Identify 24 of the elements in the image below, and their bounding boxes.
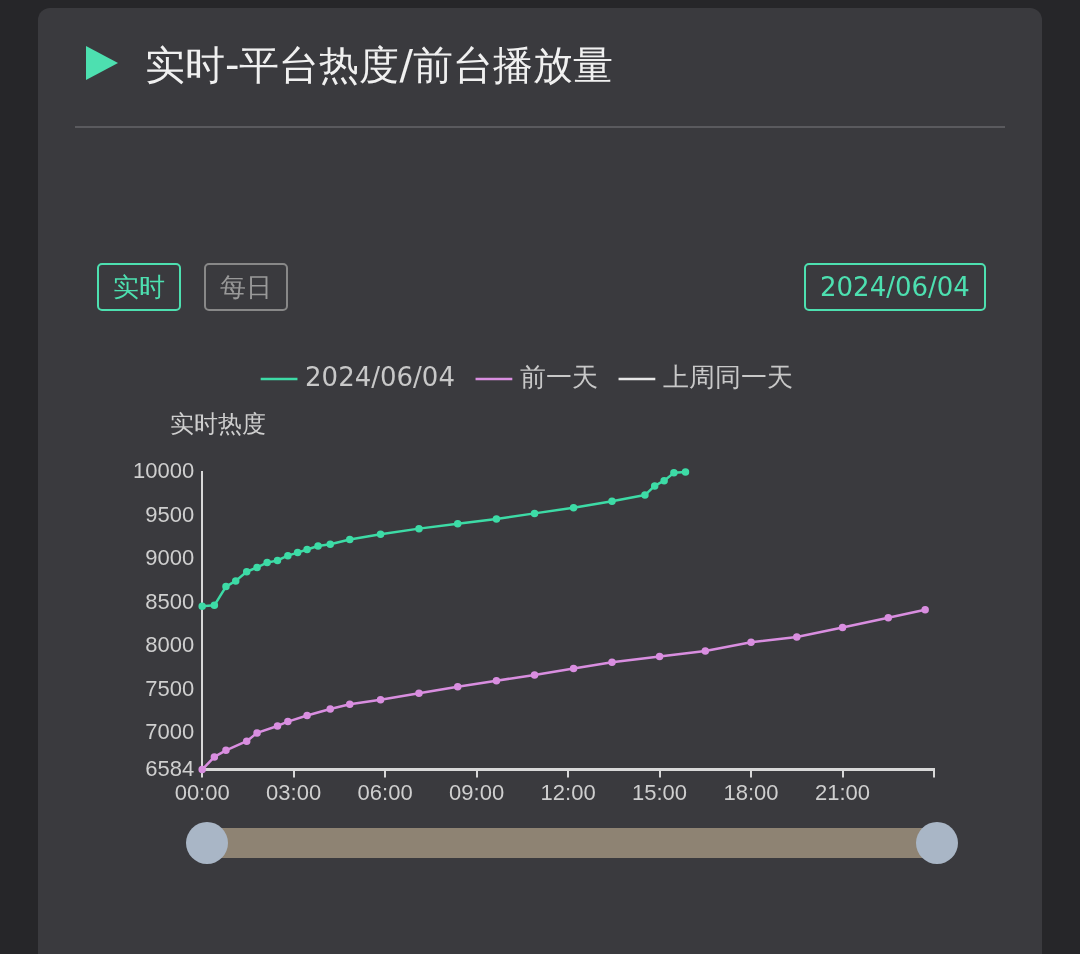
chart-title: 实时-平台热度/前台播放量 — [145, 41, 613, 90]
y-tick-label: 7000 — [145, 719, 195, 745]
y-tick-label: 7500 — [145, 675, 195, 701]
text: 2024/06/04 — [804, 263, 986, 311]
y-tick-label: 9500 — [145, 501, 195, 527]
x-tick-label: 09:00 — [449, 779, 505, 805]
x-tick-label: 06:00 — [357, 779, 413, 805]
text: 每日 — [204, 263, 288, 311]
x-tick-label: 18:00 — [723, 779, 779, 805]
x-tick-label: 12:00 — [540, 779, 596, 805]
text: 实时 — [97, 263, 181, 311]
legend-label: 2024/06/04 — [305, 361, 455, 392]
x-tick-label: 15:00 — [632, 779, 688, 805]
legend-label: 上周同一天 — [662, 361, 793, 392]
y-tick-label: 8000 — [145, 632, 195, 658]
y-tick-label: 8500 — [145, 588, 195, 614]
y-axis-title: 实时热度 — [170, 410, 266, 439]
legend-label: 前一天 — [519, 361, 598, 392]
y-tick-label: 10000 — [132, 458, 195, 484]
x-tick-label: 03:00 — [266, 779, 322, 805]
x-tick-label: 21:00 — [814, 779, 871, 805]
x-tick-label: 00:00 — [174, 779, 230, 805]
y-tick-label: 9000 — [145, 545, 195, 571]
y-tick-label: 6584 — [145, 755, 195, 781]
